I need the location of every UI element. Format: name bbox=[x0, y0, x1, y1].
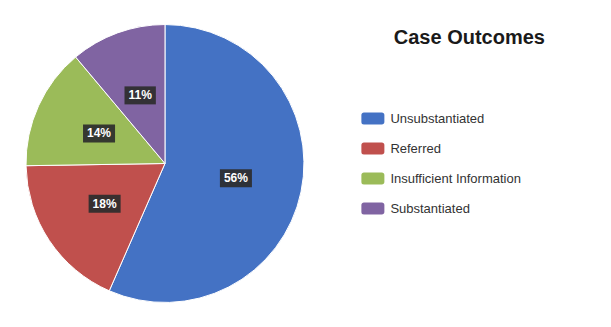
svg-text:Insufficient Information: Insufficient Information bbox=[390, 171, 521, 186]
svg-text:Referred: Referred bbox=[390, 141, 441, 156]
svg-text:56%: 56% bbox=[224, 171, 248, 185]
svg-text:Unsubstantiated: Unsubstantiated bbox=[390, 111, 484, 126]
svg-text:Case Outcomes: Case Outcomes bbox=[394, 26, 545, 48]
svg-text:Substantiated: Substantiated bbox=[390, 201, 470, 216]
svg-text:14%: 14% bbox=[87, 126, 111, 140]
svg-text:18%: 18% bbox=[93, 197, 117, 211]
svg-text:11%: 11% bbox=[128, 88, 152, 102]
